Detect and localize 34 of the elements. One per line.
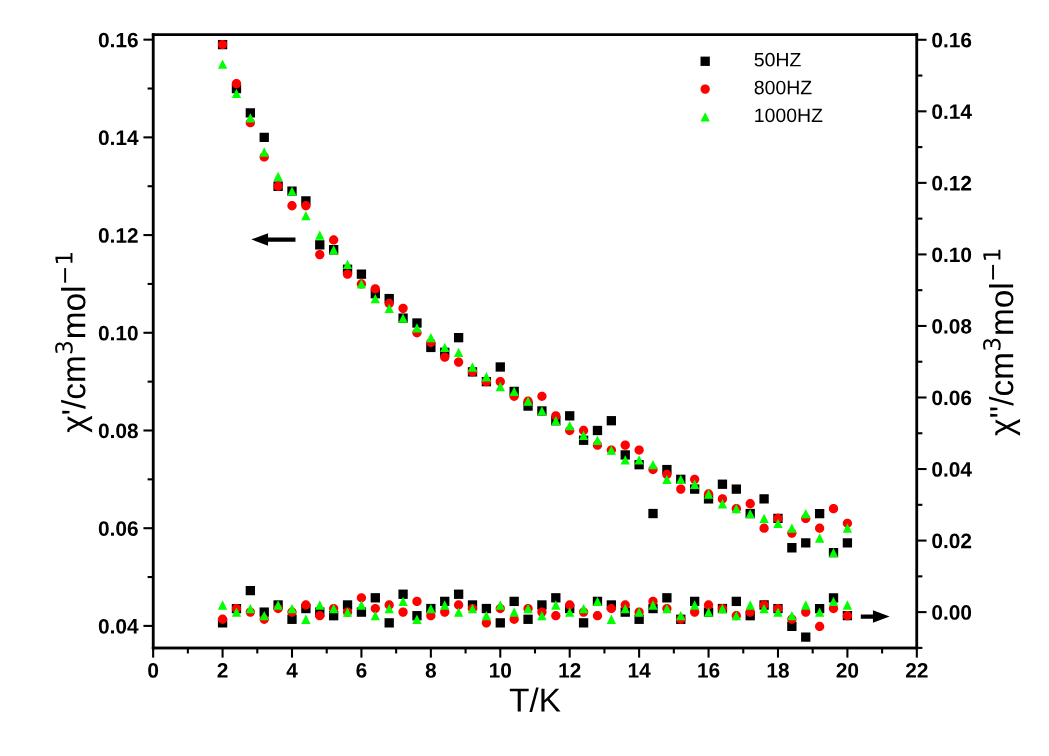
y2-tick-label: 0.08	[932, 318, 972, 334]
y2-tick-label: 0.16	[932, 32, 972, 48]
x-tick-label: 12	[559, 663, 581, 678]
x-tick-label: 18	[767, 663, 789, 678]
x-tick-label: 14	[628, 663, 651, 678]
y-axis-title: χ'/cm$^{3}$mol$^{−1}$	[55, 252, 93, 433]
y2-tick-label: 0.06	[932, 390, 972, 406]
y2-tick-label: 0.00	[932, 605, 972, 620]
y-tick-label: 0.10	[98, 325, 138, 341]
x-tick-label: 20	[836, 663, 859, 678]
y-tick-label: 0.14	[98, 130, 139, 146]
x-tick-label: 10	[490, 663, 512, 678]
y2-axis-title: χ''/cm$^{3}$mol$^{−1}$	[983, 249, 1021, 436]
x-tick-label: 6	[356, 663, 367, 678]
legend-label: 1000HZ	[755, 108, 823, 123]
y-tick-label: 0.16	[98, 32, 138, 48]
x-tick-label: 8	[425, 663, 437, 678]
x-tick-label: 4	[286, 663, 298, 678]
x-tick-label: 22	[905, 663, 928, 678]
x-axis-title: T/K	[509, 687, 561, 712]
y2-tick-label: 0.10	[932, 247, 972, 263]
y-tick-label: 0.12	[98, 228, 138, 243]
y2-tick-label: 0.14	[932, 104, 972, 120]
y2-tick-label: 0.02	[932, 533, 972, 549]
y-tick-label: 0.08	[98, 423, 138, 439]
y2-tick-label: 0.12	[932, 175, 972, 191]
x-tick-label: 0	[148, 663, 159, 678]
legend-label: 50HZ	[754, 52, 801, 67]
y2-tick-label: 0.04	[932, 462, 972, 477]
x-tick-label: 2	[217, 663, 228, 678]
legend-label: 800HZ	[754, 80, 812, 95]
y-tick-label: 0.04	[98, 618, 139, 634]
x-tick-label: 16	[698, 663, 720, 678]
y-tick-label: 0.06	[98, 521, 138, 536]
